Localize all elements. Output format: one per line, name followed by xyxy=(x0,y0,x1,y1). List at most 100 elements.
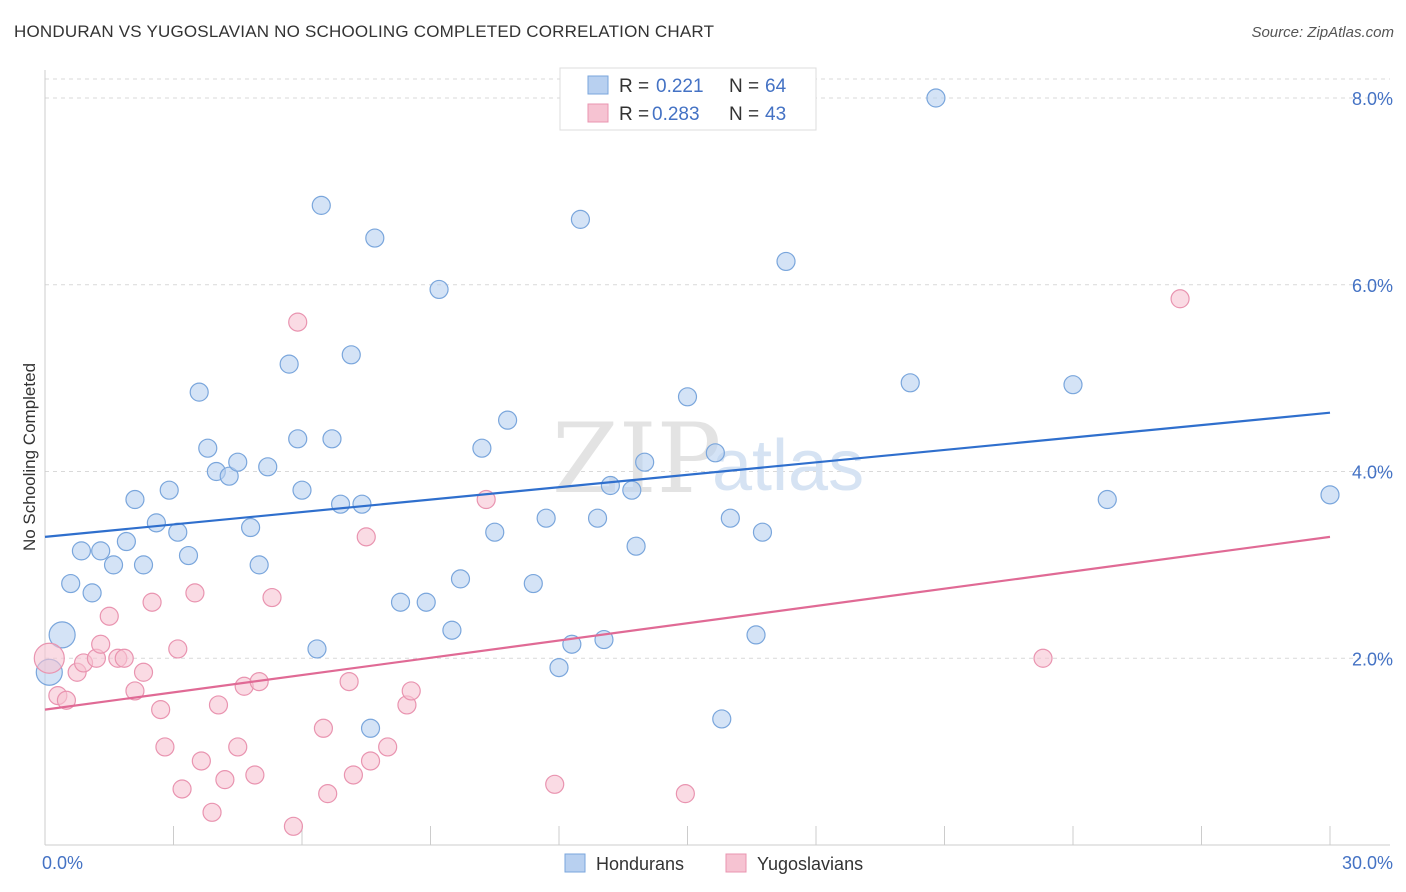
trend-lines xyxy=(44,411,1331,711)
yugoslavian-point xyxy=(675,784,695,804)
yugoslavian-point xyxy=(283,816,304,836)
honduran-point xyxy=(288,429,308,449)
yugoslavian-point xyxy=(191,751,211,771)
yugoslavian-point xyxy=(1033,648,1053,668)
honduran-point xyxy=(258,457,278,477)
yugoslavian-point xyxy=(33,642,65,674)
chart-title: HONDURAN VS YUGOSLAVIAN NO SCHOOLING COM… xyxy=(14,22,715,41)
stats-legend: R = 0.221 N = 64 R = 0.283 N = 43 xyxy=(559,67,817,131)
yugoslavian-trend-line xyxy=(44,535,1331,711)
honduran-point xyxy=(720,508,740,528)
series-legend-swatch-hondurans xyxy=(564,853,586,873)
honduran-point xyxy=(189,382,209,402)
y-tick-label-0: 2.0% xyxy=(1352,649,1393,669)
yugoslavian-point xyxy=(318,784,338,804)
honduran-point xyxy=(330,494,351,514)
honduran-point xyxy=(416,592,436,612)
grid-lines xyxy=(45,78,1390,659)
honduran-point xyxy=(322,429,342,449)
y-tick-label-1: 4.0% xyxy=(1352,463,1393,483)
yugoslavian-point xyxy=(1170,289,1190,309)
yugoslavian-point xyxy=(343,765,363,785)
series-legend-label-yugoslavians: Yugoslavians xyxy=(757,854,863,874)
yugoslavian-point xyxy=(125,681,145,701)
legend-r-label: R = xyxy=(619,76,649,97)
honduran-point xyxy=(622,480,642,500)
honduran-point xyxy=(485,522,505,542)
honduran-point xyxy=(133,555,154,575)
honduran-point xyxy=(365,228,385,248)
honduran-point xyxy=(219,466,239,486)
yugoslavian-point xyxy=(245,765,265,785)
axes xyxy=(44,70,1390,846)
honduran-point xyxy=(198,438,218,458)
legend-swatch-hondurans xyxy=(587,75,609,95)
legend-n-label: N = xyxy=(729,76,759,97)
honduran-point xyxy=(1063,375,1083,395)
legend-n-label: N = xyxy=(729,104,759,125)
honduran-point xyxy=(159,480,179,500)
honduran-point xyxy=(116,531,136,552)
series-legend-swatch-yugoslavians xyxy=(725,853,747,873)
honduran-point xyxy=(752,522,773,542)
honduran-point xyxy=(626,536,646,556)
honduran-point xyxy=(498,410,518,430)
honduran-point xyxy=(429,279,449,300)
honduran-point xyxy=(523,573,543,594)
honduran-point xyxy=(292,480,312,500)
yugoslavian-point xyxy=(360,751,381,771)
honduran-point xyxy=(587,508,608,528)
yugoslavian-point xyxy=(339,671,359,692)
yugoslavian-point xyxy=(172,779,192,799)
honduran-point xyxy=(677,387,698,407)
honduran-point xyxy=(926,88,946,108)
yugoslavian-point xyxy=(288,312,308,332)
data-points xyxy=(33,88,1340,836)
yugoslavian-point xyxy=(356,527,376,547)
honduran-point xyxy=(168,522,188,542)
honduran-point xyxy=(82,583,102,603)
honduran-point xyxy=(472,438,492,458)
y-axis-label: No Schooling Completed xyxy=(20,363,39,551)
honduran-point xyxy=(1320,485,1340,505)
yugoslavian-point xyxy=(155,737,175,757)
y-tick-label-2: 6.0% xyxy=(1352,276,1393,296)
yugoslavian-point xyxy=(262,587,282,608)
legend-r-value: 0.283 xyxy=(652,104,700,125)
series-legend: Hondurans Yugoslavians xyxy=(564,853,863,874)
honduran-point xyxy=(450,569,471,589)
legend-n-value: 43 xyxy=(765,104,786,125)
honduran-point xyxy=(71,541,92,561)
honduran-point xyxy=(178,545,199,566)
honduran-point xyxy=(311,195,331,215)
honduran-point xyxy=(48,621,76,649)
x-tick-label-0: 0.0% xyxy=(42,853,83,873)
legend-swatch-yugoslavians xyxy=(587,103,609,123)
yugoslavian-point xyxy=(151,700,171,720)
x-tick-label-1: 30.0% xyxy=(1342,853,1393,873)
honduran-point xyxy=(549,657,569,678)
yugoslavian-point xyxy=(313,718,334,738)
yugoslavian-point xyxy=(208,695,229,715)
honduran-point xyxy=(146,513,166,533)
legend-r-value: 0.221 xyxy=(656,76,704,97)
honduran-point xyxy=(712,709,732,729)
honduran-point xyxy=(600,475,621,496)
yugoslavian-point xyxy=(185,583,205,603)
honduran-point xyxy=(352,494,372,514)
honduran-point xyxy=(635,452,655,472)
honduran-point xyxy=(125,489,145,510)
series-legend-label-hondurans: Hondurans xyxy=(596,854,684,874)
y-tick-label-3: 8.0% xyxy=(1352,89,1393,109)
honduran-point xyxy=(570,209,591,229)
honduran-point xyxy=(241,517,261,538)
honduran-point xyxy=(746,625,766,645)
honduran-point xyxy=(536,508,556,528)
honduran-point xyxy=(900,373,920,393)
legend-n-value: 64 xyxy=(765,76,787,97)
honduran-point xyxy=(279,354,299,374)
yugoslavian-point xyxy=(142,592,162,612)
honduran-trend-line xyxy=(44,411,1331,538)
honduran-point xyxy=(390,592,411,612)
